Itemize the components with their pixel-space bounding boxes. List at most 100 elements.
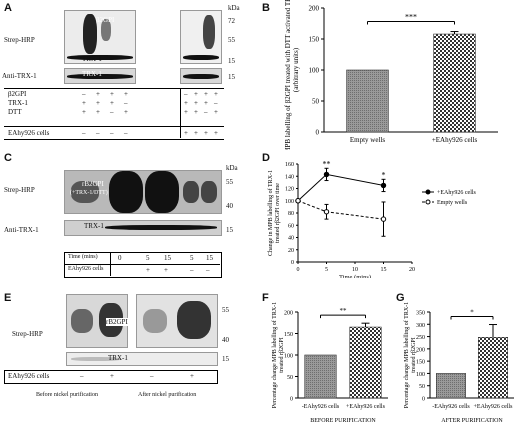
legend-marker: [425, 199, 431, 205]
panel-a-kda: kDa: [228, 4, 240, 12]
x-tick-label: -EAhy926 cells: [302, 404, 340, 410]
y-tick-label: 100: [285, 199, 294, 205]
panel-e-strep-label: Strep-HRP: [12, 330, 43, 338]
band: [105, 225, 217, 230]
panel-c-blot: [64, 170, 222, 214]
data-point: [380, 182, 387, 189]
table-cell: –: [214, 99, 218, 107]
y-tick-label: 200: [309, 5, 320, 13]
panel-a-marker-15b: 15: [228, 73, 235, 81]
table-cell: 15: [206, 254, 213, 262]
y-tick-label: 140: [285, 174, 294, 180]
y-axis-label: treated rβ2GPI: [411, 337, 417, 373]
y-tick-label: 40: [288, 236, 294, 242]
panel-a-blot-left: [64, 10, 136, 64]
panel-c-marker-55: 55: [226, 178, 233, 186]
series-line: [297, 173, 384, 202]
x-tick-label: Empty wells: [350, 136, 385, 144]
panel-e-trx-blot: [66, 352, 218, 366]
panel-a-marker-72: 72: [228, 17, 235, 25]
table-cell: –: [206, 266, 210, 274]
band: [201, 181, 217, 203]
y-tick-label: 100: [284, 354, 293, 360]
x-tick-label: -EAhy926 cells: [432, 404, 470, 410]
table-cell: –: [110, 108, 114, 116]
bar: [346, 69, 389, 133]
table-cell: +: [204, 90, 208, 98]
data-point: [295, 198, 301, 204]
panel-a-blot-right: [180, 10, 222, 64]
table-cell: +: [110, 90, 114, 98]
panel-e-table: [4, 370, 218, 384]
panel-f-chart: 0 50 100 150 200 -EAhy926 cells +EAhy926 cells…: [271, 302, 388, 424]
y-tick-label: 150: [309, 36, 320, 44]
y-tick-label: 50: [312, 98, 320, 106]
table-cell: +: [184, 99, 188, 107]
panel-a-anti-blot-right: [180, 68, 222, 84]
panel-a-strep-label: Strep-HRP: [4, 36, 35, 44]
y-tick-label: 0: [422, 397, 425, 403]
band: [83, 14, 97, 54]
panel-e-cells-4: +: [190, 372, 194, 380]
table-cell: –: [124, 129, 128, 137]
legend-label: Empty wells: [437, 200, 468, 206]
y-axis-label: Change in MPB labelling of TRX-1: [267, 170, 274, 256]
panel-a-table: [4, 88, 224, 140]
table-cell: +: [96, 90, 100, 98]
band: [183, 55, 219, 60]
table-cell: +: [214, 108, 218, 116]
panel-c-rb2gpi-label: rB2GPI: [82, 180, 104, 188]
band: [183, 181, 199, 203]
panel-g-letter: G: [396, 292, 405, 304]
table-row-label: β2GPI: [8, 90, 27, 98]
table-cell: +: [184, 108, 188, 116]
table-cell: +: [110, 99, 114, 107]
panel-a-trx1-label: TRX-1: [82, 55, 102, 63]
data-point: [323, 171, 330, 178]
table-row-label: EAhy926 cells: [8, 129, 50, 137]
panel-a-anti-blot-left: [64, 68, 136, 84]
panel-a-trx1-anti-label: TRX-1: [82, 70, 102, 78]
table-cell: +: [184, 129, 188, 137]
band: [145, 171, 179, 213]
panel-e-cells-1: –: [80, 372, 84, 380]
data-point: [380, 216, 387, 222]
band: [143, 309, 167, 333]
band: [71, 357, 121, 361]
significance-label: *: [470, 309, 474, 317]
table-cell: +: [214, 129, 218, 137]
y-tick-label: 160: [285, 162, 294, 168]
band: [67, 74, 133, 79]
y-axis-label: Percentage change MPB labelling of TRX-1: [271, 302, 278, 408]
panel-c-marker-40: 40: [226, 202, 233, 210]
y-tick-label: 80: [288, 211, 294, 217]
table-cell: –: [184, 90, 188, 98]
panel-c-rb2gpi-sub: (+TRX-1/DTT): [70, 190, 108, 196]
panel-e-cells-3: –: [150, 372, 154, 380]
band: [109, 171, 143, 213]
legend-marker: [425, 189, 431, 195]
y-tick-label: 20: [288, 248, 294, 254]
panel-e-trx1-label: TRX-1: [108, 354, 128, 362]
panel-e-letter: E: [4, 292, 12, 304]
panel-c-anti-label: Anti-TRX-1: [4, 226, 39, 234]
panel-c-letter: C: [4, 152, 12, 164]
x-tick-label: 0: [297, 267, 300, 273]
table-divider: [64, 264, 220, 265]
legend-label: +EAhy926 cells: [437, 190, 477, 196]
y-axis-label: Percentage change MPB labelling of TRX-1: [403, 302, 410, 408]
table-cell: 5: [146, 254, 150, 262]
table-cell: +: [82, 99, 86, 107]
panel-e-marker-55: 55: [222, 306, 229, 314]
table-cell: –: [110, 129, 114, 137]
panel-c-table: [64, 252, 222, 278]
panel-e-rb2gpi-label: rB2GPI: [106, 318, 128, 326]
table-cell: +: [194, 129, 198, 137]
band: [71, 309, 93, 333]
chart-caption: BEFORE PURIFICATION: [310, 418, 376, 424]
bar: [304, 354, 337, 399]
table-cell: +: [204, 99, 208, 107]
panel-c-kda: kDa: [226, 164, 238, 172]
bar: [478, 337, 509, 399]
band: [203, 15, 215, 49]
